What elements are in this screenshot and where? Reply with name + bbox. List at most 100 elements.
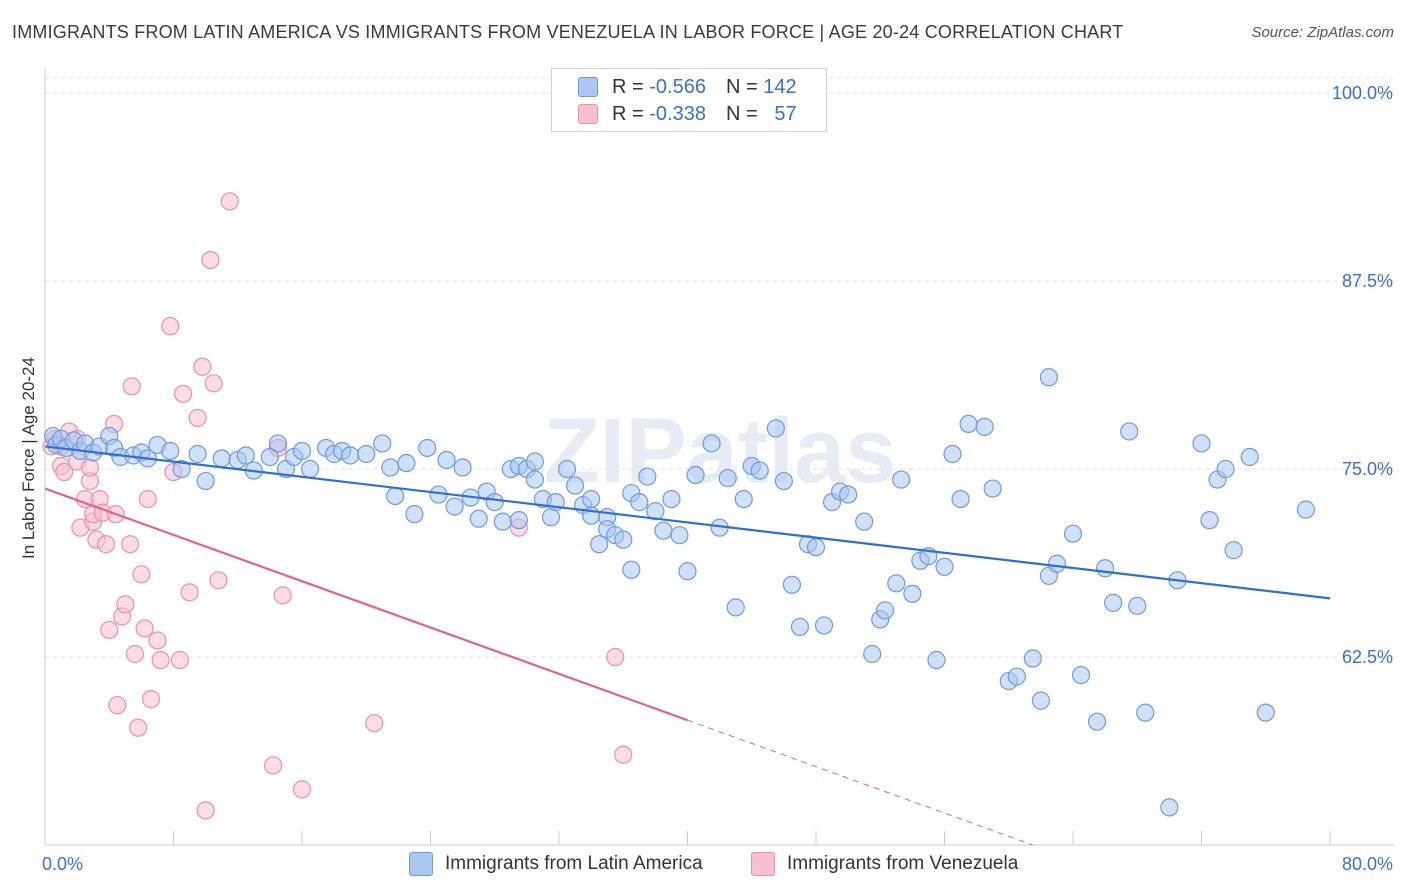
latin-america-point	[525, 470, 545, 489]
latin-america-point	[1047, 554, 1067, 573]
latin-america-point	[1063, 524, 1083, 543]
latin-america-point	[1096, 559, 1115, 578]
venezuela-point	[55, 462, 74, 482]
latin-america-point	[975, 417, 994, 437]
venezuela-point	[263, 756, 283, 775]
venezuela-point	[116, 595, 135, 614]
latin-america-point	[1104, 593, 1123, 612]
latin-america-point	[582, 489, 601, 509]
legend-item-latin-america: Immigrants from Latin America	[409, 852, 703, 876]
venezuela-point	[201, 250, 220, 270]
venezuela-point	[138, 489, 157, 509]
latin-america-point	[405, 505, 424, 524]
legend-label-venezuela: Immigrants from Venezuela	[787, 853, 1019, 874]
latin-america-point	[875, 601, 895, 620]
latin-america-point	[1224, 541, 1243, 560]
latin-america-point	[630, 493, 649, 512]
venezuela-point	[204, 374, 223, 393]
venezuela-point	[135, 619, 154, 638]
latin-america-point	[236, 446, 255, 465]
latin-america-point	[790, 617, 810, 637]
venezuela-point	[292, 780, 312, 799]
latin-america-point	[678, 562, 697, 581]
latin-america-point	[766, 419, 785, 438]
venezuela-trend-line	[44, 487, 688, 722]
y-tick-label: 75.0%	[1342, 459, 1393, 479]
venezuela-point	[365, 714, 384, 733]
y-axis-label: In Labor Force | Age 20-24	[19, 357, 38, 559]
latin-america-point	[638, 467, 657, 486]
latin-america-point	[1031, 691, 1050, 710]
trend-lines	[44, 445, 1331, 846]
latin-america-point	[670, 526, 689, 545]
latin-america-point	[935, 557, 954, 576]
venezuela-point	[80, 458, 100, 477]
latin-america-point	[750, 461, 769, 480]
latin-america-point	[565, 476, 585, 495]
venezuela-point	[196, 801, 215, 820]
venezuela-point	[209, 571, 228, 590]
venezuela-point	[174, 384, 193, 403]
latin-america-point	[525, 452, 545, 471]
latin-america-point	[654, 521, 673, 540]
latin-america-point	[734, 489, 753, 509]
latin-america-point	[453, 458, 472, 477]
legend-row-venezuela: R = -0.338 N = 57	[578, 102, 797, 126]
venezuela-point	[121, 535, 140, 554]
latin-america-point	[662, 489, 681, 509]
n-value: 57	[774, 102, 797, 125]
x-tick-label: 0.0%	[42, 854, 83, 874]
latin-america-point	[557, 459, 577, 479]
venezuela-point	[220, 192, 239, 211]
latin-america-point	[887, 574, 906, 593]
latin-america-point	[1256, 703, 1275, 722]
latin-america-point	[726, 598, 745, 617]
latin-america-point	[614, 530, 633, 549]
venezuela-point	[141, 690, 161, 709]
latin-america-point	[1023, 649, 1042, 668]
gridlines	[45, 77, 1394, 658]
latin-america-point	[260, 447, 279, 467]
latin-america-point	[903, 584, 922, 603]
latin-america-point	[943, 444, 962, 464]
venezuela-point	[614, 745, 633, 764]
latin-america-point	[397, 453, 416, 473]
latin-america-point	[509, 511, 528, 530]
latin-america-point	[814, 616, 834, 635]
latin-america-point	[1007, 667, 1026, 686]
n-label: N =	[725, 102, 758, 125]
latin-america-point	[1200, 511, 1219, 530]
n-label: N =	[725, 75, 758, 98]
blue-swatch	[578, 77, 598, 97]
latin-america-point	[1216, 459, 1235, 479]
venezuela-point	[100, 620, 119, 640]
latin-america-point	[341, 446, 360, 465]
latin-america-point	[590, 535, 609, 554]
axes	[44, 68, 1394, 846]
latin-america-point	[300, 459, 320, 479]
latin-america-point	[1120, 422, 1139, 441]
latin-america-trend-line	[44, 445, 1331, 600]
x-tick-labels: 0.0% 80.0%	[42, 854, 1393, 874]
venezuela-point	[161, 317, 180, 336]
latin-america-point	[892, 470, 911, 489]
latin-america-points	[43, 368, 1316, 817]
latin-america-point	[1087, 712, 1107, 731]
source-label: Source: ZipAtlas.com	[1251, 24, 1394, 41]
latin-america-point	[927, 650, 946, 670]
latin-america-point	[774, 471, 793, 491]
latin-america-point	[172, 459, 191, 479]
legend-item-venezuela: Immigrants from Venezuela	[751, 852, 1018, 876]
latin-america-point	[1192, 434, 1211, 453]
latin-america-point	[541, 508, 561, 527]
latin-america-point	[983, 479, 1002, 498]
latin-america-point	[1128, 596, 1147, 615]
latin-america-point	[1071, 665, 1091, 685]
pink-swatch	[578, 104, 598, 124]
latin-america-point	[1039, 368, 1059, 387]
legend-label-latin-america: Immigrants from Latin America	[445, 853, 703, 874]
y-tick-label: 100.0%	[1332, 83, 1393, 103]
latin-america-point	[806, 538, 826, 557]
pink-swatch	[751, 852, 775, 876]
venezuela-point	[606, 647, 625, 667]
